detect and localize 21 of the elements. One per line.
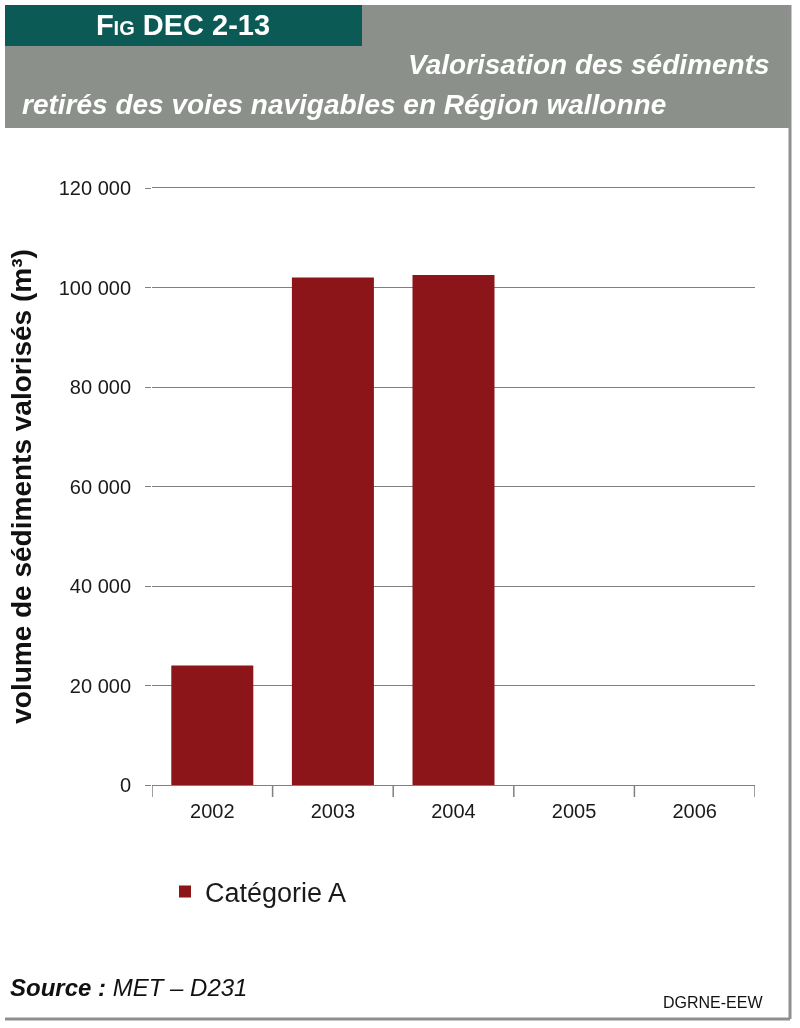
y-tick-label: 60 000 <box>69 475 131 498</box>
x-tick-label: 2005 <box>551 800 597 823</box>
y-tick-label: 100 000 <box>58 276 131 299</box>
x-tick-label: 2003 <box>310 800 356 823</box>
source-note: Source : MET – D231 <box>10 974 248 1001</box>
bar <box>412 275 495 785</box>
y-tick-label: 40 000 <box>69 575 131 597</box>
x-tick-label: 2004 <box>431 800 476 823</box>
legend-label: Catégorie A <box>205 878 347 909</box>
y-tick-label: 120 000 <box>58 177 131 199</box>
y-tick-label: 20 000 <box>69 674 131 697</box>
y-tick-label: 0 <box>119 774 131 796</box>
chart-title: Fig DEC 2-13 <box>95 9 271 42</box>
bar <box>171 665 254 785</box>
bar <box>291 277 374 785</box>
y-axis-title: volume de sédiments valorisés (m³) <box>6 249 38 724</box>
y-tick-label: 80 000 <box>69 376 131 398</box>
x-tick-label: 2002 <box>190 800 235 823</box>
chart-subtitle: Valorisation des sédiments retirés des voies navigables en Région wallonne <box>22 49 770 120</box>
x-tick-label: 2006 <box>672 800 717 823</box>
text: DGRNE-EEW <box>663 994 764 1011</box>
